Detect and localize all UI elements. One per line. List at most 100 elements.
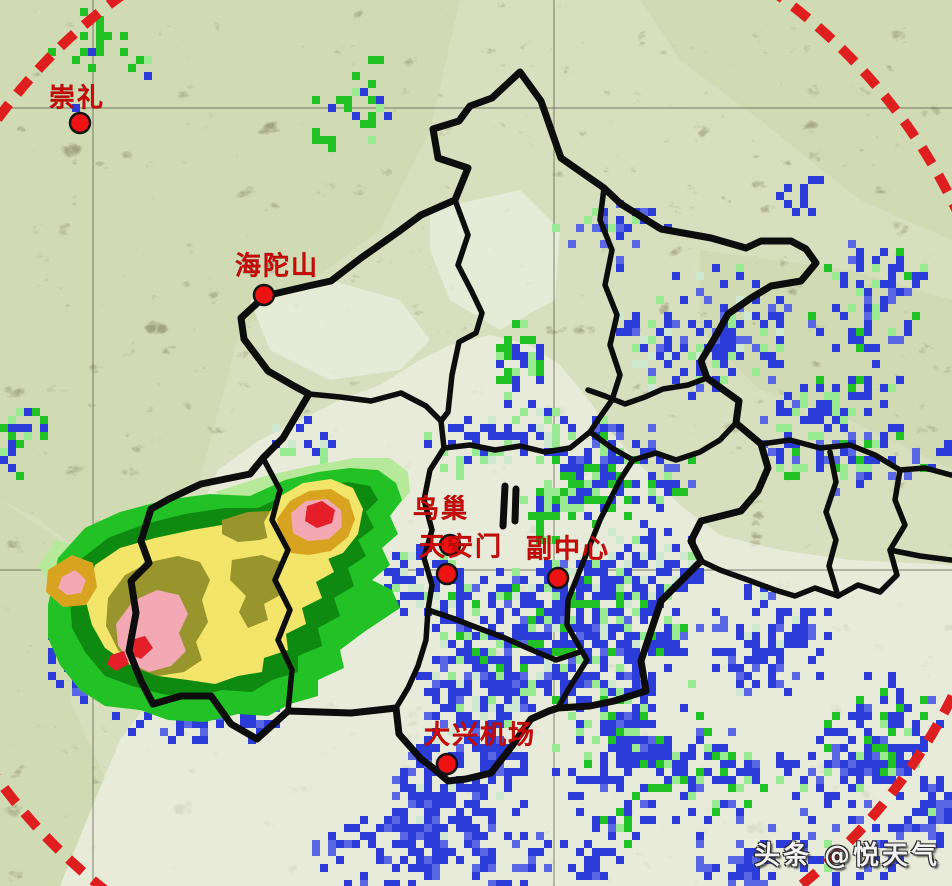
echo-block bbox=[736, 840, 744, 848]
echo-block bbox=[816, 464, 824, 472]
echo-block bbox=[568, 792, 576, 800]
echo-block bbox=[880, 400, 888, 408]
echo-block bbox=[584, 456, 592, 464]
echo-block bbox=[648, 744, 656, 752]
echo-block bbox=[584, 856, 592, 864]
echo-block bbox=[624, 736, 632, 744]
echo-block bbox=[840, 760, 848, 768]
echo-block bbox=[632, 760, 640, 768]
echo-block bbox=[760, 592, 768, 600]
echo-block bbox=[456, 568, 464, 576]
echo-block bbox=[816, 400, 824, 408]
echo-block bbox=[592, 488, 600, 496]
echo-block bbox=[480, 680, 488, 688]
echo-block bbox=[704, 816, 712, 824]
echo-block bbox=[856, 376, 864, 384]
echo-block bbox=[888, 712, 896, 720]
echo-block bbox=[488, 672, 496, 680]
echo-block bbox=[872, 456, 880, 464]
echo-block bbox=[864, 736, 872, 744]
echo-block bbox=[904, 824, 912, 832]
echo-block bbox=[472, 784, 480, 792]
echo-block bbox=[936, 720, 944, 728]
echo-block bbox=[608, 720, 616, 728]
echo-block bbox=[624, 744, 632, 752]
echo-block bbox=[888, 864, 896, 872]
echo-block bbox=[744, 584, 752, 592]
echo-block bbox=[896, 760, 904, 768]
echo-block bbox=[528, 352, 536, 360]
echo-block bbox=[568, 688, 576, 696]
echo-block bbox=[464, 432, 472, 440]
echo-block bbox=[432, 832, 440, 840]
echo-block bbox=[432, 560, 440, 568]
echo-block bbox=[600, 656, 608, 664]
echo-block bbox=[472, 432, 480, 440]
echo-block bbox=[528, 864, 536, 872]
echo-block bbox=[648, 720, 656, 728]
echo-block bbox=[320, 440, 328, 448]
echo-block bbox=[928, 808, 936, 816]
echo-block bbox=[544, 496, 552, 504]
echo-block bbox=[456, 688, 464, 696]
echo-block bbox=[848, 456, 856, 464]
echo-block bbox=[312, 840, 320, 848]
echo-block bbox=[392, 568, 400, 576]
echo-block bbox=[672, 608, 680, 616]
echo-block bbox=[928, 784, 936, 792]
echo-block bbox=[880, 736, 888, 744]
echo-block bbox=[464, 416, 472, 424]
echo-block bbox=[456, 592, 464, 600]
echo-block bbox=[496, 792, 504, 800]
echo-block bbox=[680, 752, 688, 760]
echo-block bbox=[664, 624, 672, 632]
echo-block bbox=[592, 848, 600, 856]
echo-block bbox=[616, 488, 624, 496]
echo-block bbox=[808, 432, 816, 440]
echo-block bbox=[808, 320, 816, 328]
echo-block bbox=[592, 440, 600, 448]
echo-block bbox=[264, 720, 272, 728]
echo-block bbox=[776, 192, 784, 200]
echo-block bbox=[560, 680, 568, 688]
echo-block bbox=[432, 656, 440, 664]
echo-block bbox=[456, 720, 464, 728]
echo-block bbox=[512, 680, 520, 688]
echo-block bbox=[424, 792, 432, 800]
echo-block bbox=[824, 840, 832, 848]
echo-block bbox=[688, 576, 696, 584]
echo-block bbox=[936, 816, 944, 824]
echo-block bbox=[696, 328, 704, 336]
echo-block bbox=[768, 856, 776, 864]
echo-block bbox=[432, 792, 440, 800]
echo-block bbox=[504, 776, 512, 784]
echo-block bbox=[848, 736, 856, 744]
echo-block bbox=[488, 816, 496, 824]
echo-block bbox=[384, 816, 392, 824]
echo-block bbox=[472, 792, 480, 800]
echo-block bbox=[800, 192, 808, 200]
echo-block bbox=[448, 656, 456, 664]
echo-block bbox=[480, 648, 488, 656]
echo-block bbox=[560, 672, 568, 680]
echo-block bbox=[840, 472, 848, 480]
echo-block bbox=[776, 328, 784, 336]
echo-block bbox=[672, 544, 680, 552]
echo-block bbox=[200, 728, 208, 736]
echo-block bbox=[576, 616, 584, 624]
echo-block bbox=[536, 584, 544, 592]
echo-block bbox=[624, 496, 632, 504]
echo-block bbox=[520, 704, 528, 712]
echo-block bbox=[392, 776, 400, 784]
echo-block bbox=[632, 552, 640, 560]
echo-block bbox=[520, 320, 528, 328]
echo-block bbox=[552, 696, 560, 704]
echo-block bbox=[576, 456, 584, 464]
echo-block bbox=[544, 680, 552, 688]
echo-block bbox=[856, 464, 864, 472]
echo-block bbox=[944, 800, 952, 808]
echo-block bbox=[928, 824, 936, 832]
echo-block bbox=[792, 464, 800, 472]
echo-block bbox=[672, 376, 680, 384]
echo-block bbox=[840, 424, 848, 432]
